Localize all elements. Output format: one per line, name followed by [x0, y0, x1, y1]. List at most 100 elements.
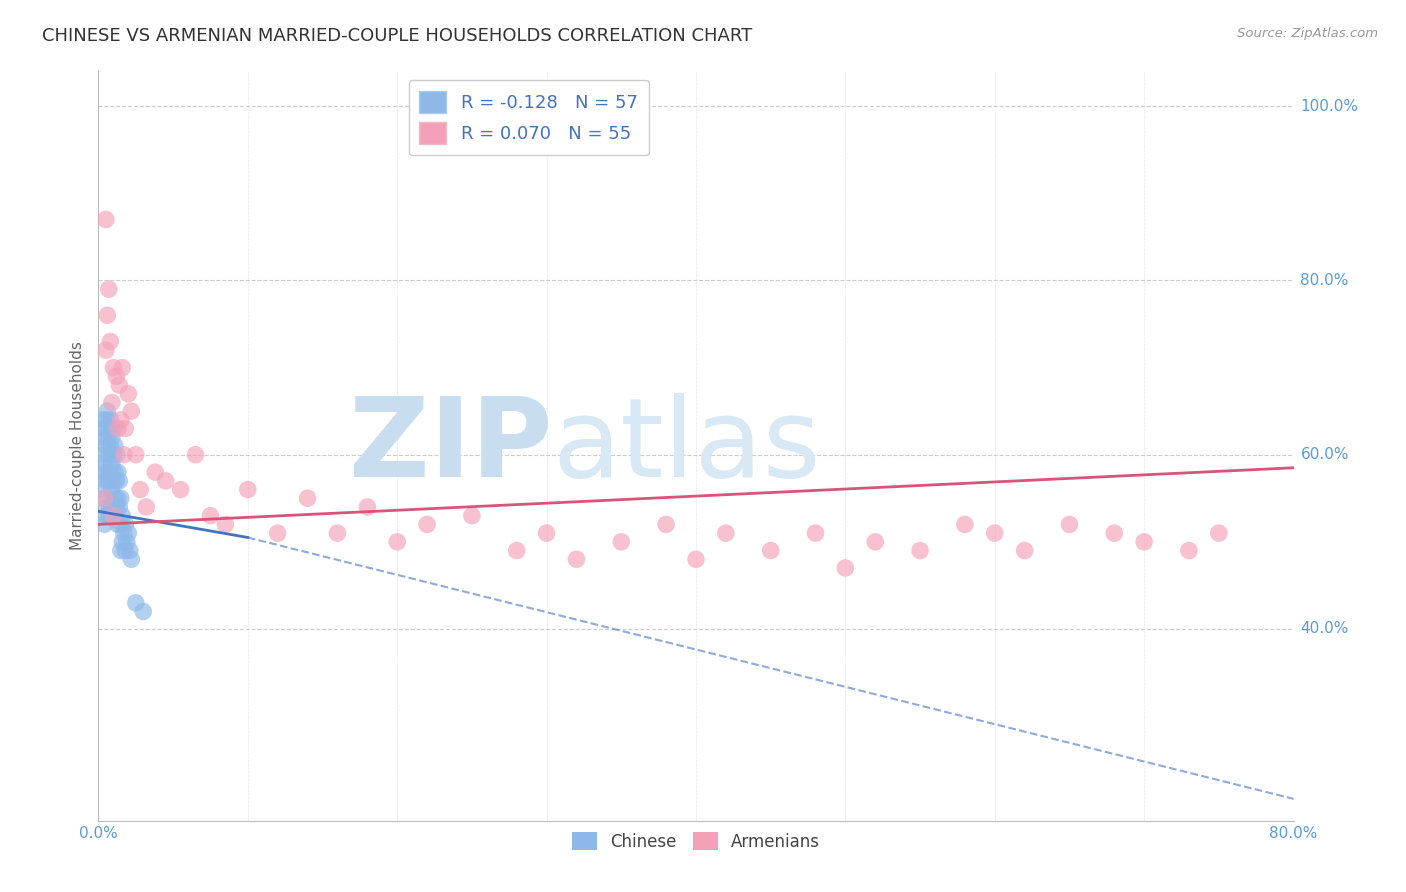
Point [132, 605, 155, 619]
Point [108, 378, 131, 392]
Point [98, 413, 122, 427]
Point [865, 534, 887, 549]
Point [236, 483, 259, 497]
Point [94, 343, 117, 358]
Point [107, 491, 129, 506]
Point [107, 517, 129, 532]
Text: 80.0%: 80.0% [1301, 273, 1348, 288]
Point [143, 465, 166, 479]
Point [267, 526, 290, 541]
Point [96, 308, 118, 322]
Text: atlas: atlas [553, 392, 821, 500]
Point [97, 448, 120, 462]
Point [91, 448, 114, 462]
Point [135, 500, 157, 514]
Point [101, 395, 124, 409]
Point [93, 491, 115, 506]
Point [1059, 517, 1081, 532]
Point [120, 552, 142, 566]
Point [98, 500, 122, 514]
Point [98, 439, 122, 453]
Point [108, 500, 131, 514]
Point [97, 508, 120, 523]
Point [94, 413, 117, 427]
Point [112, 526, 135, 541]
Y-axis label: Married-couple Households: Married-couple Households [69, 342, 84, 550]
Point [118, 543, 141, 558]
Point [984, 526, 1007, 541]
Point [610, 534, 633, 549]
Point [506, 543, 529, 558]
Point [101, 483, 124, 497]
Point [90, 465, 112, 479]
Point [97, 474, 120, 488]
Point [101, 457, 124, 471]
Point [184, 448, 207, 462]
Point [117, 386, 139, 401]
Point [714, 526, 737, 541]
Point [111, 534, 134, 549]
Point [94, 474, 117, 488]
Point [110, 491, 132, 506]
Point [804, 526, 827, 541]
Point [107, 421, 129, 435]
Point [98, 334, 122, 349]
Point [125, 448, 148, 462]
Legend: Chinese, Armenians: Chinese, Armenians [565, 826, 827, 857]
Point [214, 517, 236, 532]
Point [110, 413, 132, 427]
Point [96, 430, 118, 444]
Point [200, 508, 222, 523]
Point [104, 491, 127, 506]
Point [125, 596, 148, 610]
Point [103, 474, 125, 488]
Point [91, 413, 114, 427]
Point [107, 465, 129, 479]
Point [1104, 526, 1126, 541]
Point [155, 474, 177, 488]
Point [105, 369, 128, 384]
Text: 60.0%: 60.0% [1301, 447, 1348, 462]
Text: ZIP: ZIP [349, 392, 553, 500]
Point [908, 543, 931, 558]
Point [103, 508, 125, 523]
Point [1178, 543, 1201, 558]
Point [105, 448, 128, 462]
Point [94, 439, 117, 453]
Point [98, 465, 122, 479]
Point [685, 552, 707, 566]
Point [326, 526, 349, 541]
Point [834, 561, 856, 575]
Point [129, 483, 152, 497]
Point [105, 500, 128, 514]
Point [655, 517, 678, 532]
Point [96, 465, 118, 479]
Point [117, 526, 139, 541]
Point [1014, 543, 1036, 558]
Point [97, 421, 120, 435]
Point [105, 474, 128, 488]
Point [114, 517, 136, 532]
Point [461, 508, 484, 523]
Point [103, 448, 125, 462]
Point [120, 404, 142, 418]
Point [103, 508, 125, 523]
Point [110, 517, 132, 532]
Point [416, 517, 439, 532]
Point [96, 500, 118, 514]
Point [356, 500, 378, 514]
Point [97, 282, 120, 296]
Point [169, 483, 191, 497]
Point [953, 517, 976, 532]
Point [101, 430, 124, 444]
Point [565, 552, 588, 566]
Point [114, 543, 136, 558]
Point [103, 360, 125, 375]
Point [93, 421, 115, 435]
Point [108, 474, 131, 488]
Point [94, 508, 117, 523]
Point [759, 543, 782, 558]
Point [91, 483, 114, 497]
Point [93, 457, 115, 471]
Point [110, 543, 132, 558]
